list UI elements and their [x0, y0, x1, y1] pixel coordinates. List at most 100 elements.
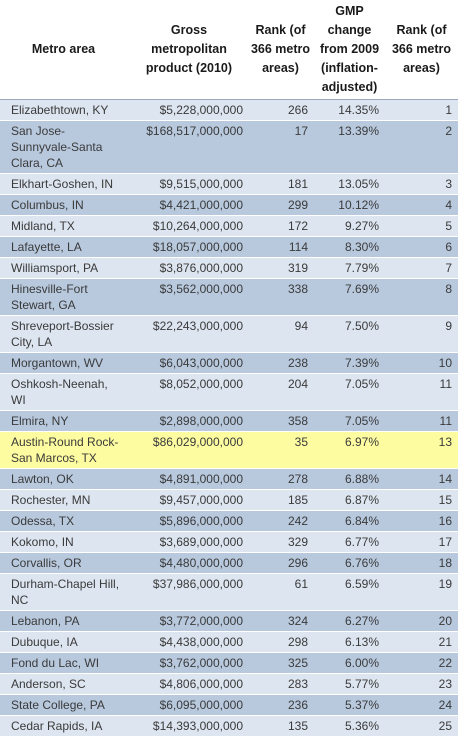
cell-change-rank: 16 — [385, 510, 458, 532]
cell-change-rank: 19 — [385, 573, 458, 611]
cell-gmp-change: 13.39% — [314, 120, 385, 174]
cell-gmp-rank: 204 — [247, 373, 314, 411]
cell-metro-area: Midland, TX — [0, 215, 127, 237]
cell-metro-area: Lawton, OK — [0, 468, 127, 490]
table-row: Odessa, TX $5,896,000,000 242 6.84% 16 — [0, 510, 458, 532]
cell-metro-area: Shreveport-Bossier City, LA — [0, 315, 127, 353]
table-body: Elizabethtown, KY $5,228,000,000 266 14.35%… — [0, 99, 458, 737]
cell-change-rank: 17 — [385, 531, 458, 553]
cell-gross-metropolitan-product: $10,264,000,000 — [127, 215, 247, 237]
cell-gross-metropolitan-product: $4,806,000,000 — [127, 673, 247, 695]
table-row: Midland, TX $10,264,000,000 172 9.27% 5 — [0, 215, 458, 237]
cell-gross-metropolitan-product: $168,517,000,000 — [127, 120, 247, 174]
cell-gmp-change: 7.79% — [314, 257, 385, 279]
cell-gross-metropolitan-product: $37,986,000,000 — [127, 573, 247, 611]
table-row: Dubuque, IA $4,438,000,000 298 6.13% 21 — [0, 631, 458, 653]
cell-gmp-rank: 236 — [247, 694, 314, 716]
cell-change-rank: 3 — [385, 173, 458, 195]
cell-gmp-change: 6.84% — [314, 510, 385, 532]
cell-gmp-change: 6.13% — [314, 631, 385, 653]
cell-change-rank: 14 — [385, 468, 458, 490]
cell-gross-metropolitan-product: $4,421,000,000 — [127, 194, 247, 216]
cell-gross-metropolitan-product: $5,228,000,000 — [127, 99, 247, 121]
cell-gross-metropolitan-product: $14,393,000,000 — [127, 715, 247, 737]
table-row: Hinesville-Fort Stewart, GA $3,562,000,00… — [0, 278, 458, 316]
cell-gmp-rank: 266 — [247, 99, 314, 121]
cell-gross-metropolitan-product: $3,876,000,000 — [127, 257, 247, 279]
table-header: Metro area Gross metropolitan product (2… — [0, 0, 458, 100]
cell-change-rank: 7 — [385, 257, 458, 279]
cell-gmp-change: 6.88% — [314, 468, 385, 490]
table-row: Rochester, MN $9,457,000,000 185 6.87% 15 — [0, 489, 458, 511]
header-gmp-change: GMP change from 2009 (inflation-adjusted… — [314, 0, 385, 100]
cell-change-rank: 18 — [385, 552, 458, 574]
cell-gmp-rank: 298 — [247, 631, 314, 653]
cell-gmp-change: 6.59% — [314, 573, 385, 611]
cell-metro-area: Columbus, IN — [0, 194, 127, 216]
header-row: Metro area Gross metropolitan product (2… — [0, 0, 458, 100]
cell-metro-area: Elmira, NY — [0, 410, 127, 432]
cell-metro-area: Oshkosh-Neenah, WI — [0, 373, 127, 411]
cell-gross-metropolitan-product: $4,480,000,000 — [127, 552, 247, 574]
cell-change-rank: 11 — [385, 410, 458, 432]
cell-gmp-change: 5.36% — [314, 715, 385, 737]
cell-change-rank: 24 — [385, 694, 458, 716]
table-row: Williamsport, PA $3,876,000,000 319 7.79% 7 — [0, 257, 458, 279]
cell-gmp-change: 6.97% — [314, 431, 385, 469]
cell-metro-area: Hinesville-Fort Stewart, GA — [0, 278, 127, 316]
cell-gmp-change: 5.37% — [314, 694, 385, 716]
cell-metro-area: Cedar Rapids, IA — [0, 715, 127, 737]
cell-gmp-change: 6.87% — [314, 489, 385, 511]
cell-metro-area: Lebanon, PA — [0, 610, 127, 632]
table-row: Cedar Rapids, IA $14,393,000,000 135 5.36% 2… — [0, 715, 458, 737]
cell-gmp-rank: 135 — [247, 715, 314, 737]
cell-gmp-rank: 185 — [247, 489, 314, 511]
cell-change-rank: 9 — [385, 315, 458, 353]
cell-gmp-rank: 114 — [247, 236, 314, 258]
table-row: Anderson, SC $4,806,000,000 283 5.77% 23 — [0, 673, 458, 695]
cell-metro-area: Morgantown, WV — [0, 352, 127, 374]
cell-gmp-change: 13.05% — [314, 173, 385, 195]
header-gmp-rank: Rank (of 366 metro areas) — [247, 0, 314, 100]
header-change-rank: Rank (of 366 metro areas) — [385, 0, 458, 100]
cell-gmp-rank: 94 — [247, 315, 314, 353]
table-row: Kokomo, IN $3,689,000,000 329 6.77% 17 — [0, 531, 458, 553]
cell-change-rank: 13 — [385, 431, 458, 469]
cell-metro-area: Durham-Chapel Hill, NC — [0, 573, 127, 611]
cell-change-rank: 22 — [385, 652, 458, 674]
cell-metro-area: Rochester, MN — [0, 489, 127, 511]
cell-gmp-change: 7.69% — [314, 278, 385, 316]
cell-gmp-rank: 358 — [247, 410, 314, 432]
table-row: Lebanon, PA $3,772,000,000 324 6.27% 20 — [0, 610, 458, 632]
cell-gross-metropolitan-product: $6,095,000,000 — [127, 694, 247, 716]
cell-gmp-rank: 338 — [247, 278, 314, 316]
cell-gross-metropolitan-product: $2,898,000,000 — [127, 410, 247, 432]
cell-change-rank: 10 — [385, 352, 458, 374]
cell-change-rank: 11 — [385, 373, 458, 411]
cell-gmp-rank: 278 — [247, 468, 314, 490]
table-row: Corvallis, OR $4,480,000,000 296 6.76% 18 — [0, 552, 458, 574]
cell-gmp-rank: 242 — [247, 510, 314, 532]
cell-gmp-change: 10.12% — [314, 194, 385, 216]
cell-gmp-rank: 181 — [247, 173, 314, 195]
table-row: Austin-Round Rock-San Marcos, TX $86,029,… — [0, 431, 458, 469]
cell-gmp-change: 6.76% — [314, 552, 385, 574]
cell-gross-metropolitan-product: $6,043,000,000 — [127, 352, 247, 374]
table-row: Elkhart-Goshen, IN $9,515,000,000 181 13.05… — [0, 173, 458, 195]
cell-gmp-rank: 61 — [247, 573, 314, 611]
cell-gross-metropolitan-product: $8,052,000,000 — [127, 373, 247, 411]
cell-gross-metropolitan-product: $18,057,000,000 — [127, 236, 247, 258]
cell-gmp-rank: 296 — [247, 552, 314, 574]
cell-metro-area: Austin-Round Rock-San Marcos, TX — [0, 431, 127, 469]
cell-gmp-rank: 283 — [247, 673, 314, 695]
cell-change-rank: 23 — [385, 673, 458, 695]
cell-gross-metropolitan-product: $3,772,000,000 — [127, 610, 247, 632]
cell-gmp-rank: 325 — [247, 652, 314, 674]
table-row: Morgantown, WV $6,043,000,000 238 7.39% 10 — [0, 352, 458, 374]
cell-gross-metropolitan-product: $9,515,000,000 — [127, 173, 247, 195]
cell-metro-area: San Jose-Sunnyvale-Santa Clara, CA — [0, 120, 127, 174]
cell-gmp-change: 7.39% — [314, 352, 385, 374]
cell-metro-area: Dubuque, IA — [0, 631, 127, 653]
table-row: Fond du Lac, WI $3,762,000,000 325 6.00% 22 — [0, 652, 458, 674]
